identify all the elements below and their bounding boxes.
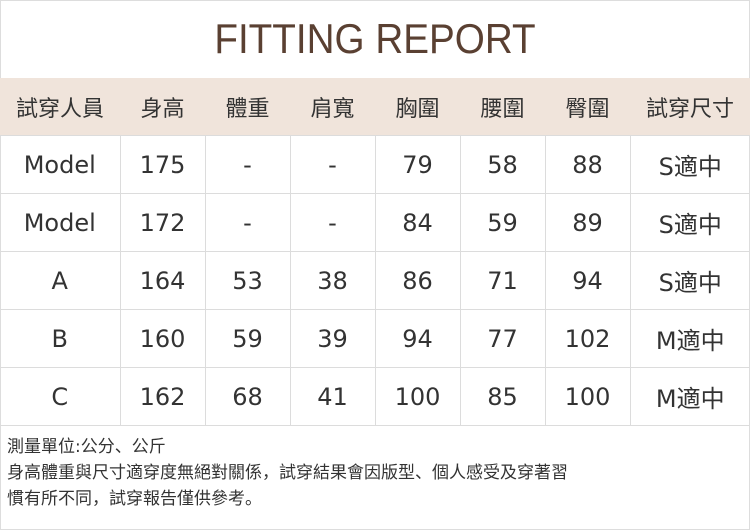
table-cell: 79 bbox=[374, 135, 461, 194]
table-cell: 100 bbox=[544, 367, 631, 426]
table-row: B 160 59 39 94 77 102 M適中 bbox=[0, 309, 750, 368]
table-cell: 100 bbox=[374, 367, 461, 426]
footer-disclaimer-line: 慣有所不同，試穿報告僅供參考。 bbox=[7, 489, 262, 509]
table-cell: - bbox=[289, 135, 376, 194]
table-cell: 94 bbox=[374, 309, 461, 368]
table-cell: Model bbox=[0, 135, 121, 194]
table-cell: 164 bbox=[119, 251, 206, 310]
table-header-row: 試穿人員 身高 體重 肩寬 胸圍 腰圍 臀圍 試穿尺寸 bbox=[0, 78, 750, 136]
column-header: 試穿尺寸 bbox=[630, 78, 750, 136]
table-cell: M適中 bbox=[629, 367, 750, 426]
table-cell: S適中 bbox=[629, 251, 750, 310]
table-cell: 39 bbox=[289, 309, 376, 368]
column-header: 胸圍 bbox=[375, 78, 460, 136]
table-cell: 88 bbox=[544, 135, 631, 194]
table-cell: 172 bbox=[119, 193, 206, 252]
table-cell: 86 bbox=[374, 251, 461, 310]
table-row: Model 172- -84 59 89 S適中 bbox=[0, 193, 750, 252]
table-cell: B bbox=[0, 309, 121, 368]
table-cell: - bbox=[204, 193, 291, 252]
table-cell: 68 bbox=[204, 367, 291, 426]
column-header: 臀圍 bbox=[545, 78, 630, 136]
table-cell: 162 bbox=[119, 367, 206, 426]
table-cell: 41 bbox=[289, 367, 376, 426]
table-row: A 164 53 38 86 71 94 S適中 bbox=[0, 251, 750, 310]
table-cell: - bbox=[289, 193, 376, 252]
footer-notes: 測量單位:公分、公斤 身高體重與尺寸適穿度無絕對關係，試穿結果會因版型、個人感受… bbox=[7, 434, 568, 512]
table-cell: 71 bbox=[459, 251, 546, 310]
table-cell: 59 bbox=[459, 193, 546, 252]
table-row: Model 175- -79 58 88 S適中 bbox=[0, 135, 750, 194]
table-cell: M適中 bbox=[629, 309, 750, 368]
table-cell: 58 bbox=[459, 135, 546, 194]
column-header: 體重 bbox=[205, 78, 290, 136]
table-cell: 77 bbox=[459, 309, 546, 368]
table-cell: C bbox=[0, 367, 121, 426]
table-cell: 53 bbox=[204, 251, 291, 310]
table-cell: 160 bbox=[119, 309, 206, 368]
table-row: C 162 68 41 100 85 100 M適中 bbox=[0, 367, 750, 426]
table-cell: Model bbox=[0, 193, 121, 252]
fitting-table: 試穿人員 身高 體重 肩寬 胸圍 腰圍 臀圍 試穿尺寸 Model 175- -79 58 88 S適中… bbox=[0, 78, 750, 426]
table-cell: - bbox=[204, 135, 291, 194]
table-cell: 84 bbox=[374, 193, 461, 252]
table-cell: S適中 bbox=[629, 135, 750, 194]
footer-disclaimer-line: 身高體重與尺寸適穿度無絕對關係，試穿結果會因版型、個人感受及穿著習 bbox=[7, 463, 568, 483]
table-cell: S適中 bbox=[629, 193, 750, 252]
footer-unit-note: 測量單位:公分、公斤 bbox=[7, 437, 166, 457]
table-cell: 89 bbox=[544, 193, 631, 252]
table-cell: 59 bbox=[204, 309, 291, 368]
table-cell: 94 bbox=[544, 251, 631, 310]
column-header: 肩寬 bbox=[290, 78, 375, 136]
table-cell: 175 bbox=[119, 135, 206, 194]
table-cell: A bbox=[0, 251, 121, 310]
table-cell: 102 bbox=[544, 309, 631, 368]
column-header: 身高 bbox=[120, 78, 205, 136]
table-cell: 38 bbox=[289, 251, 376, 310]
page-title: FITTING REPORT bbox=[214, 15, 536, 62]
table-cell: 85 bbox=[459, 367, 546, 426]
column-header: 試穿人員 bbox=[0, 78, 120, 136]
column-header: 腰圍 bbox=[460, 78, 545, 136]
